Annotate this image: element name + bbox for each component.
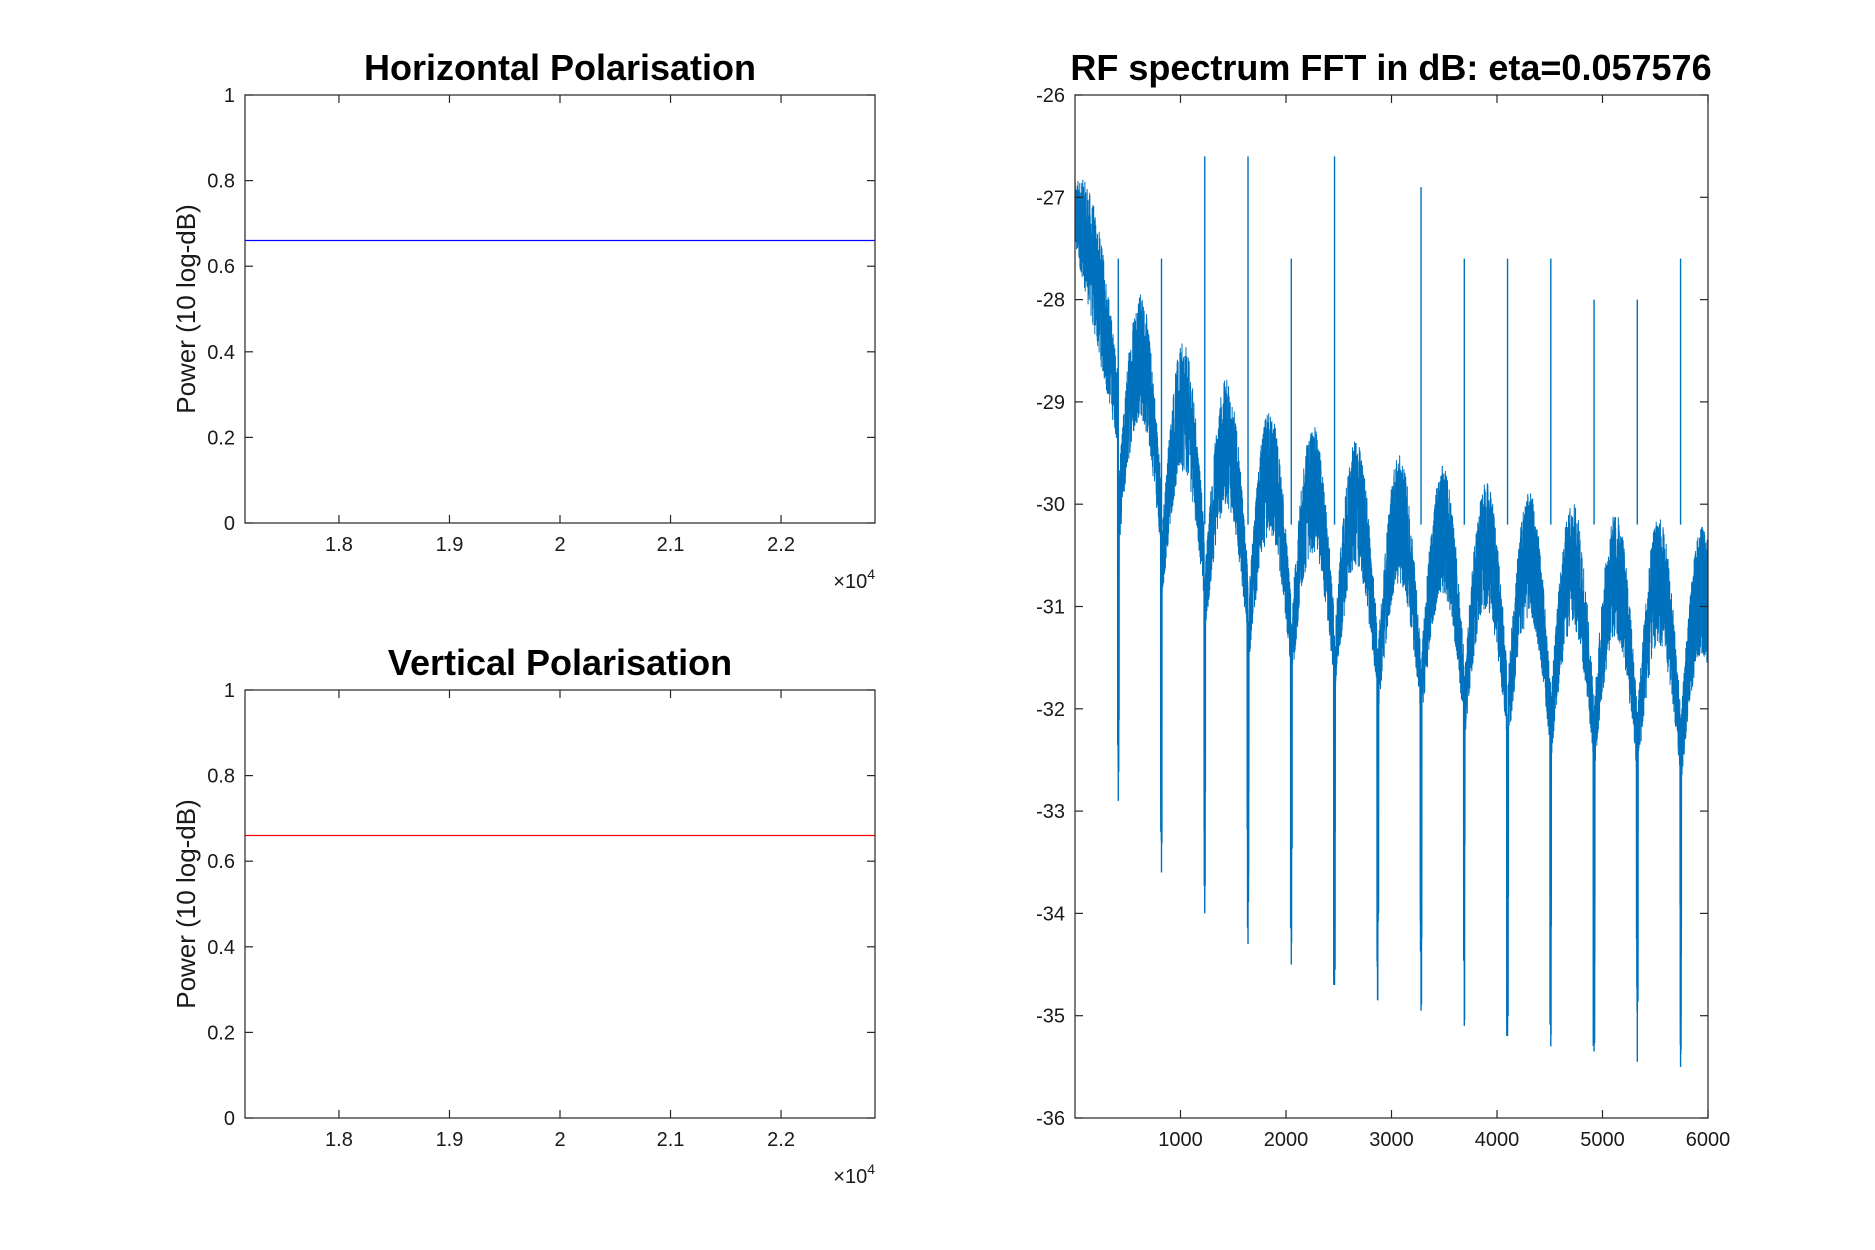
y-tick-label: -33 [1036,801,1065,823]
vertical-polarisation-chart: Vertical Polarisation Power (10 log-dB) … [171,642,876,1188]
x-tick-label: 1000 [1158,1129,1203,1151]
y-tick-label: -34 [1036,903,1065,925]
x-axis-exponent: ×104 [833,566,875,593]
y-tick-label: -35 [1036,1006,1065,1028]
y-tick-label: -32 [1036,699,1065,721]
y-tick-label: 0.2 [207,427,235,449]
x-tick-label: 5000 [1580,1129,1625,1151]
y-tick-label: 0.4 [207,342,235,364]
y-tick-label: 0.2 [207,1022,235,1044]
x-tick-label: 2.2 [767,1129,795,1151]
x-tick-label: 6000 [1686,1129,1731,1151]
y-tick-label: -29 [1036,392,1065,414]
y-tick-label: -26 [1036,85,1065,107]
y-tick-label: 0.6 [207,256,235,278]
x-tick-label: 4000 [1475,1129,1520,1151]
y-axis-label: Power (10 log-dB) [171,204,201,414]
x-tick-label: 1.8 [325,534,353,556]
y-tick-label: 0.6 [207,851,235,873]
x-axis-exponent-power: 4 [867,566,875,582]
x-tick-label: 2 [554,1129,565,1151]
x-axis-exponent-prefix: ×10 [833,571,867,593]
y-tick-label: -36 [1036,1108,1065,1130]
x-tick-label: 3000 [1369,1129,1414,1151]
y-tick-label: -27 [1036,187,1065,209]
x-tick-label: 2.1 [657,1129,685,1151]
x-tick-label: 1.9 [436,534,464,556]
x-axis-exponent-power: 4 [867,1161,875,1177]
chart-title: Vertical Polarisation [388,642,732,683]
x-tick-label: 2.2 [767,534,795,556]
y-tick-label: 0 [224,513,235,535]
axes-frame [244,94,876,524]
y-tick-label: 0.8 [207,171,235,193]
x-axis-exponent-prefix: ×10 [833,1166,867,1188]
x-tick-label: 1.9 [436,1129,464,1151]
x-axis-exponent: ×104 [833,1161,875,1188]
chart-title: RF spectrum FFT in dB: eta=0.057576 [1070,47,1711,88]
y-tick-label: -28 [1036,290,1065,312]
y-axis-label: Power (10 log-dB) [171,799,201,1009]
x-tick-label: 2.1 [657,534,685,556]
spectrum-line [1074,179,1709,1055]
y-tick-label: 0.4 [207,937,235,959]
y-tick-label: -31 [1036,597,1065,619]
horizontal-polarisation-chart: Horizontal Polarisation Power (10 log-dB… [171,47,876,593]
y-tick-label: -30 [1036,494,1065,516]
y-tick-label: 0.8 [207,766,235,788]
y-tick-label: 0 [224,1108,235,1130]
y-tick-label: 1 [224,680,235,702]
x-tick-label: 1.8 [325,1129,353,1151]
x-tick-label: 2 [554,534,565,556]
rf-spectrum-chart: RF spectrum FFT in dB: eta=0.057576 1000… [1036,47,1730,1151]
axes-frame [244,689,876,1119]
y-tick-label: 1 [224,85,235,107]
x-tick-label: 2000 [1264,1129,1309,1151]
chart-title: Horizontal Polarisation [364,47,756,88]
